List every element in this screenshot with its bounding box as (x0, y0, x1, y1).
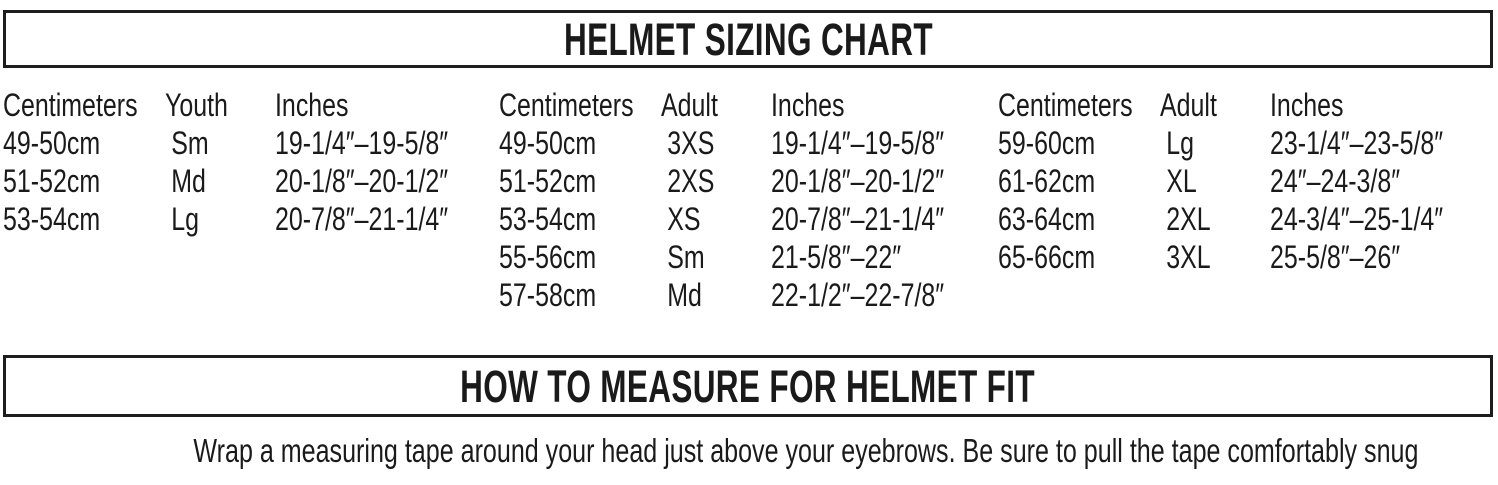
table-cell-inches: 20-1/8″–20-1/2″ (275, 163, 449, 199)
table-cell-inches: 24-3/4″–25-1/4″ (1270, 201, 1444, 237)
column-header-adult: Adult (1160, 87, 1217, 123)
chart-title-bar: HELMET SIZING CHART (3, 10, 1493, 68)
table-cell-cm: 51-52cm (3, 163, 101, 199)
table-cell-cm: 49-50cm (3, 125, 101, 161)
table-cell-size: Sm (667, 239, 705, 275)
table-cell-size: 3XL (1166, 239, 1211, 275)
measure-instructions-text: Wrap a measuring tape around your head j… (193, 432, 1419, 469)
table-cell-size: Md (667, 277, 702, 313)
table-cell-size: 2XL (1166, 201, 1211, 237)
table-cell-cm: 53-54cm (499, 201, 597, 237)
column-centimeters-youth: Centimeters 49-50cm 51-52cm 53-54cm (3, 86, 176, 238)
table-cell-inches: 23-1/4″–23-5/8″ (1270, 125, 1444, 161)
column-centimeters-adult-small: Centimeters 49-50cm 51-52cm 53-54cm 55-5… (499, 86, 672, 314)
table-cell-inches: 22-1/2″–22-7/8″ (771, 277, 945, 313)
table-cell-cm: 51-52cm (499, 163, 597, 199)
table-cell-inches: 25-5/8″–26″ (1270, 239, 1401, 275)
table-cell-cm: 59-60cm (998, 125, 1096, 161)
column-header-inches: Inches (771, 87, 845, 123)
column-inches-adult-small: Inches 19-1/4″–19-5/8″ 20-1/8″–20-1/2″ 2… (771, 86, 993, 314)
table-cell-inches: 20-7/8″–21-1/4″ (771, 201, 945, 237)
column-inches-youth: Inches 19-1/4″–19-5/8″ 20-1/8″–20-1/2″ 2… (275, 86, 497, 238)
column-header-inches: Inches (1270, 87, 1344, 123)
column-header-centimeters: Centimeters (998, 87, 1133, 123)
table-cell-cm: 61-62cm (998, 163, 1096, 199)
table-cell-size: XL (1166, 163, 1197, 199)
column-inches-adult-large: Inches 23-1/4″–23-5/8″ 24″–24-3/8″ 24-3/… (1270, 86, 1492, 276)
table-cell-size: Lg (1166, 125, 1195, 161)
table-cell-size: 2XS (667, 163, 715, 199)
column-adult-size-large: Adult Lg XL 2XL 3XL (1160, 86, 1233, 276)
helmet-sizing-table: Centimeters 49-50cm 51-52cm 53-54cm Yout… (0, 86, 1498, 336)
column-header-youth: Youth (165, 87, 228, 123)
table-cell-size: Lg (171, 201, 200, 237)
table-cell-cm: 57-58cm (499, 277, 597, 313)
table-cell-size: Sm (171, 125, 209, 161)
column-header-inches: Inches (275, 87, 349, 123)
table-cell-inches: 24″–24-3/8″ (1270, 163, 1401, 199)
table-cell-cm: 49-50cm (499, 125, 597, 161)
table-cell-size: XS (667, 201, 701, 237)
page-title: HELMET SIZING CHART (563, 13, 933, 65)
column-header-centimeters: Centimeters (499, 87, 634, 123)
table-cell-inches: 20-1/8″–20-1/2″ (771, 163, 945, 199)
table-cell-cm: 63-64cm (998, 201, 1096, 237)
table-cell-size: 3XS (667, 125, 715, 161)
table-cell-inches: 21-5/8″–22″ (771, 239, 902, 275)
measure-title-bar: HOW TO MEASURE FOR HELMET FIT (3, 355, 1493, 417)
measure-section-title: HOW TO MEASURE FOR HELMET FIT (460, 360, 1036, 412)
table-cell-cm: 65-66cm (998, 239, 1096, 275)
column-youth-size: Youth Sm Md Lg (165, 86, 246, 238)
column-header-adult: Adult (661, 87, 718, 123)
measure-instructions: Wrap a measuring tape around your head j… (0, 432, 1498, 470)
column-centimeters-adult-large: Centimeters 59-60cm 61-62cm 63-64cm 65-6… (998, 86, 1171, 276)
table-cell-cm: 55-56cm (499, 239, 597, 275)
table-cell-cm: 53-54cm (3, 201, 101, 237)
column-header-centimeters: Centimeters (3, 87, 138, 123)
table-cell-inches: 19-1/4″–19-5/8″ (275, 125, 449, 161)
table-cell-inches: 19-1/4″–19-5/8″ (771, 125, 945, 161)
column-adult-size-small: Adult 3XS 2XS XS Sm Md (661, 86, 734, 314)
table-cell-size: Md (171, 163, 206, 199)
table-cell-inches: 20-7/8″–21-1/4″ (275, 201, 449, 237)
